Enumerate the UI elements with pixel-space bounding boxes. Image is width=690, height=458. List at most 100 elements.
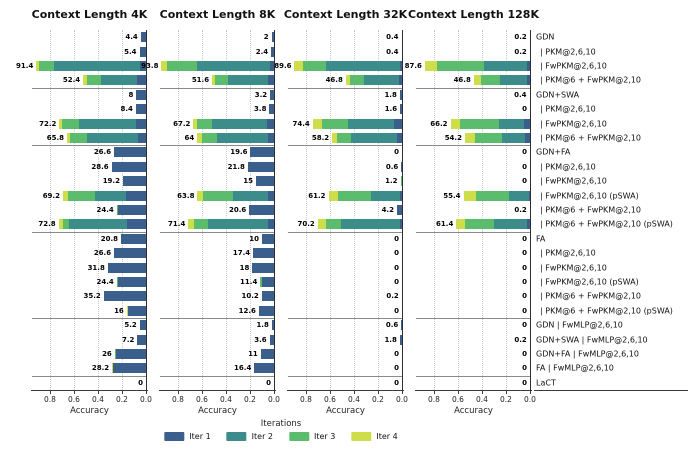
bar-segment-iter1 bbox=[393, 118, 402, 129]
bar-value-label: 91.4 bbox=[16, 62, 34, 70]
x-tick-label: 0.8 bbox=[428, 395, 440, 404]
bar-segment-iter1 bbox=[528, 190, 530, 201]
bar-segment-iter1 bbox=[254, 363, 274, 374]
category-label: GDN bbox=[536, 32, 555, 42]
bar-value-label: 11 bbox=[248, 350, 258, 358]
bar-value-label: 0.2 bbox=[514, 335, 527, 344]
bar-segment-iter3 bbox=[38, 61, 54, 71]
bar-value-label: 0 bbox=[394, 263, 399, 272]
x-tick-label: 0.8 bbox=[300, 395, 312, 404]
x-tick-label: 0.6 bbox=[452, 395, 464, 404]
group-separator bbox=[160, 87, 275, 89]
bar-value-label: 0 bbox=[522, 278, 527, 286]
bar-segment-iter2 bbox=[68, 219, 127, 230]
gridline bbox=[506, 30, 507, 390]
x-tick-mark bbox=[122, 391, 123, 394]
legend-entries: Iter 1 Iter 2 Iter 3 Iter 4 bbox=[164, 432, 398, 441]
category-label: GDN+SWA | FwMLP@2,6,10 bbox=[536, 335, 648, 345]
category-label: | PKM@6 + FwPKM@2,10 (pSWA) bbox=[540, 306, 673, 316]
bar-segment-iter1 bbox=[114, 147, 146, 158]
bar-segment-iter3 bbox=[196, 118, 212, 129]
bar-value-label: 89.6 bbox=[274, 62, 292, 70]
legend-color-patch bbox=[226, 432, 247, 441]
bar-segment-iter3 bbox=[325, 219, 342, 230]
bar-value-label: 0.4 bbox=[386, 47, 399, 56]
bar-segment-iter1 bbox=[261, 291, 274, 302]
bar-segment-iter1 bbox=[117, 277, 146, 287]
x-tick-label: 0.2 bbox=[244, 395, 256, 404]
bar-segment-iter1 bbox=[260, 349, 274, 359]
bar-value-label: 0 bbox=[394, 306, 399, 315]
bar-segment-iter4 bbox=[312, 118, 322, 129]
bar-segment-iter1 bbox=[268, 219, 274, 230]
bar-value-label: 87.6 bbox=[404, 62, 422, 70]
bar-segment-iter1 bbox=[140, 61, 146, 71]
bar-segment-iter1 bbox=[524, 118, 530, 129]
group-separator bbox=[416, 375, 531, 377]
category-label: | FwPKM@2,6,10 (pSWA) bbox=[540, 277, 639, 287]
legend-entry-label: Iter 3 bbox=[314, 432, 336, 441]
bar-segment-iter1 bbox=[270, 61, 274, 71]
bar-value-label: 0 bbox=[522, 350, 527, 358]
bar-value-label: 2 bbox=[263, 33, 269, 42]
x-axis-line bbox=[31, 390, 148, 392]
bar-segment-iter3 bbox=[194, 219, 208, 230]
group-separator bbox=[32, 318, 147, 319]
bar-segment-iter4 bbox=[83, 75, 88, 86]
bar-segment-iter1 bbox=[262, 233, 274, 244]
bar-segment-iter3 bbox=[338, 190, 371, 201]
bar-segment-iter1 bbox=[125, 190, 146, 201]
category-label: FA | FwMLP@2,6,10 bbox=[536, 363, 614, 373]
bar-segment-iter1 bbox=[140, 32, 146, 43]
bar-segment-iter3 bbox=[400, 176, 402, 187]
bar-segment-iter3 bbox=[465, 219, 494, 230]
x-axis-title: Accuracy bbox=[454, 406, 493, 416]
bar-value-label: 4.4 bbox=[125, 33, 138, 42]
bar-value-label: 51.6 bbox=[191, 76, 210, 85]
bar-value-label: 0 bbox=[394, 249, 399, 258]
category-label: GDN+FA | FwMLP@2,6,10 bbox=[536, 349, 639, 359]
x-tick-mark bbox=[402, 391, 403, 394]
bar-segment-iter1 bbox=[137, 133, 146, 143]
x-tick-label: 0.4 bbox=[348, 395, 360, 404]
legend-entry: Iter 1 bbox=[164, 432, 211, 441]
bar-value-label: 17.4 bbox=[232, 249, 251, 258]
category-label: | PKM@6 + FwPKM@2,10 bbox=[540, 205, 642, 215]
bar-value-label: 7.2 bbox=[121, 335, 135, 344]
bar-segment-iter2 bbox=[207, 219, 268, 230]
bar-value-label: 11.4 bbox=[240, 278, 258, 286]
bar-segment-iter4 bbox=[188, 219, 195, 230]
bar-value-label: 64 bbox=[184, 134, 195, 142]
x-tick-mark bbox=[202, 391, 203, 394]
group-separator bbox=[32, 231, 147, 233]
legend-color-patch bbox=[164, 432, 185, 441]
bar-segment-iter2 bbox=[364, 75, 399, 86]
bar-segment-iter1 bbox=[400, 104, 402, 115]
bar-segment-iter1 bbox=[122, 176, 146, 187]
x-tick-mark bbox=[354, 391, 355, 394]
bar-value-label: 55.4 bbox=[443, 191, 461, 200]
bar-value-label: 19.2 bbox=[102, 177, 120, 186]
x-tick-label: 0.2 bbox=[372, 395, 384, 404]
bar-segment-iter1 bbox=[253, 248, 274, 259]
bar-value-label: 0 bbox=[522, 321, 527, 330]
x-tick-mark bbox=[226, 391, 227, 394]
bar-segment-iter4 bbox=[450, 118, 461, 129]
legend-entry-label: Iter 2 bbox=[251, 432, 273, 441]
gridline bbox=[378, 30, 379, 390]
bar-value-label: 0 bbox=[522, 148, 527, 157]
bar-segment-iter4 bbox=[328, 190, 339, 201]
x-tick-mark bbox=[378, 391, 379, 394]
bar-value-label: 31.8 bbox=[87, 263, 105, 272]
gridline bbox=[306, 30, 307, 390]
bar-segment-iter3 bbox=[460, 118, 499, 129]
bar-segment-iter1 bbox=[139, 320, 146, 331]
bar-segment-iter1 bbox=[399, 334, 402, 345]
bar-segment-iter1 bbox=[114, 248, 146, 259]
bar-value-label: 0 bbox=[522, 105, 527, 114]
bar-segment-iter4 bbox=[317, 219, 326, 230]
bar-segment-iter4 bbox=[424, 61, 437, 71]
bar-segment-iter4 bbox=[294, 61, 303, 71]
bar-segment-iter1 bbox=[139, 46, 146, 57]
bar-segment-iter1 bbox=[116, 349, 146, 359]
